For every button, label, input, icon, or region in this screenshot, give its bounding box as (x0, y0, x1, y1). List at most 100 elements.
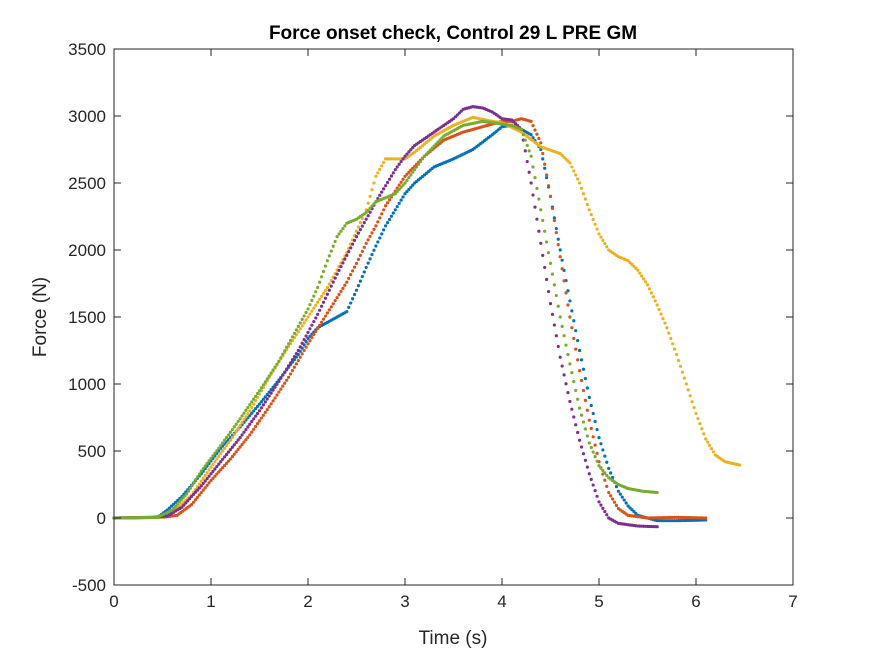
data-point (273, 365, 277, 369)
data-point (397, 162, 401, 166)
data-point (296, 358, 300, 363)
data-point (207, 459, 211, 463)
data-point (319, 275, 324, 279)
data-point (678, 364, 683, 368)
data-point (546, 289, 551, 294)
data-point (254, 424, 258, 429)
data-point (323, 288, 328, 293)
data-point (378, 216, 382, 220)
data-point (325, 259, 329, 263)
data-point (638, 271, 642, 275)
data-point (265, 407, 269, 412)
x-axis-label: Time (s) (419, 628, 488, 649)
data-point (201, 481, 205, 486)
data-point (259, 386, 264, 390)
data-point (393, 168, 397, 172)
data-point (188, 497, 192, 501)
data-point (566, 390, 570, 395)
data-point (587, 395, 591, 399)
data-point (673, 347, 677, 351)
data-point (246, 425, 250, 429)
data-point (579, 186, 584, 190)
data-point (581, 452, 586, 456)
data-point (562, 279, 566, 283)
data-point (418, 159, 423, 164)
data-point (576, 358, 580, 362)
data-point (389, 174, 394, 178)
data-point (221, 466, 225, 470)
data-point (591, 483, 595, 487)
data-point (267, 405, 271, 409)
data-point (440, 136, 444, 140)
data-point (304, 318, 308, 322)
data-point (234, 440, 238, 445)
data-point (209, 456, 213, 460)
data-point (263, 380, 267, 384)
data-point (209, 472, 213, 476)
data-point (576, 397, 580, 401)
data-point (587, 418, 591, 422)
data-point (205, 461, 209, 466)
data-point (261, 413, 265, 417)
data-point (560, 267, 564, 271)
data-point (215, 449, 219, 453)
data-point (667, 331, 671, 335)
data-point (294, 362, 298, 366)
x-tick-label: 5 (594, 592, 603, 611)
data-point (698, 422, 702, 426)
data-point (556, 344, 560, 349)
data-point (298, 355, 302, 359)
data-point (618, 492, 622, 496)
data-point (568, 161, 572, 165)
data-point (292, 355, 297, 359)
data-point (529, 181, 533, 185)
data-point (543, 229, 547, 233)
data-point (620, 495, 624, 499)
data-point (306, 342, 310, 346)
data-point (255, 411, 260, 416)
y-tick-label: 1500 (68, 308, 106, 327)
data-point (636, 268, 640, 272)
data-point (331, 244, 335, 248)
data-point (358, 221, 362, 225)
data-point (378, 167, 382, 171)
data-point (273, 385, 277, 389)
data-point (273, 396, 277, 400)
data-point (711, 450, 716, 454)
data-point (593, 489, 597, 493)
data-point (308, 339, 312, 343)
data-point (254, 414, 258, 418)
data-point (405, 152, 409, 156)
data-point (593, 455, 597, 459)
data-point (314, 290, 318, 294)
data-point (302, 338, 306, 342)
data-point (568, 399, 572, 404)
data-point (395, 204, 399, 209)
data-point (252, 409, 256, 413)
data-point (537, 229, 541, 233)
data-point (556, 243, 560, 247)
data-point (219, 460, 223, 464)
data-point (192, 480, 196, 485)
data-point (193, 490, 198, 494)
data-point (370, 188, 374, 192)
data-point (184, 501, 188, 505)
data-point (566, 352, 570, 357)
data-point (238, 445, 242, 449)
data-point (242, 440, 246, 444)
data-point (378, 193, 382, 197)
data-point (570, 309, 574, 313)
data-point (603, 454, 607, 458)
data-point (529, 154, 533, 158)
data-point (188, 486, 192, 490)
data-point (585, 202, 589, 207)
data-point (351, 242, 355, 246)
data-point (523, 149, 527, 153)
data-point (382, 187, 386, 191)
data-point (325, 292, 329, 296)
data-point (550, 312, 555, 316)
data-point (655, 525, 659, 529)
data-point (230, 445, 234, 449)
data-point (226, 433, 231, 437)
